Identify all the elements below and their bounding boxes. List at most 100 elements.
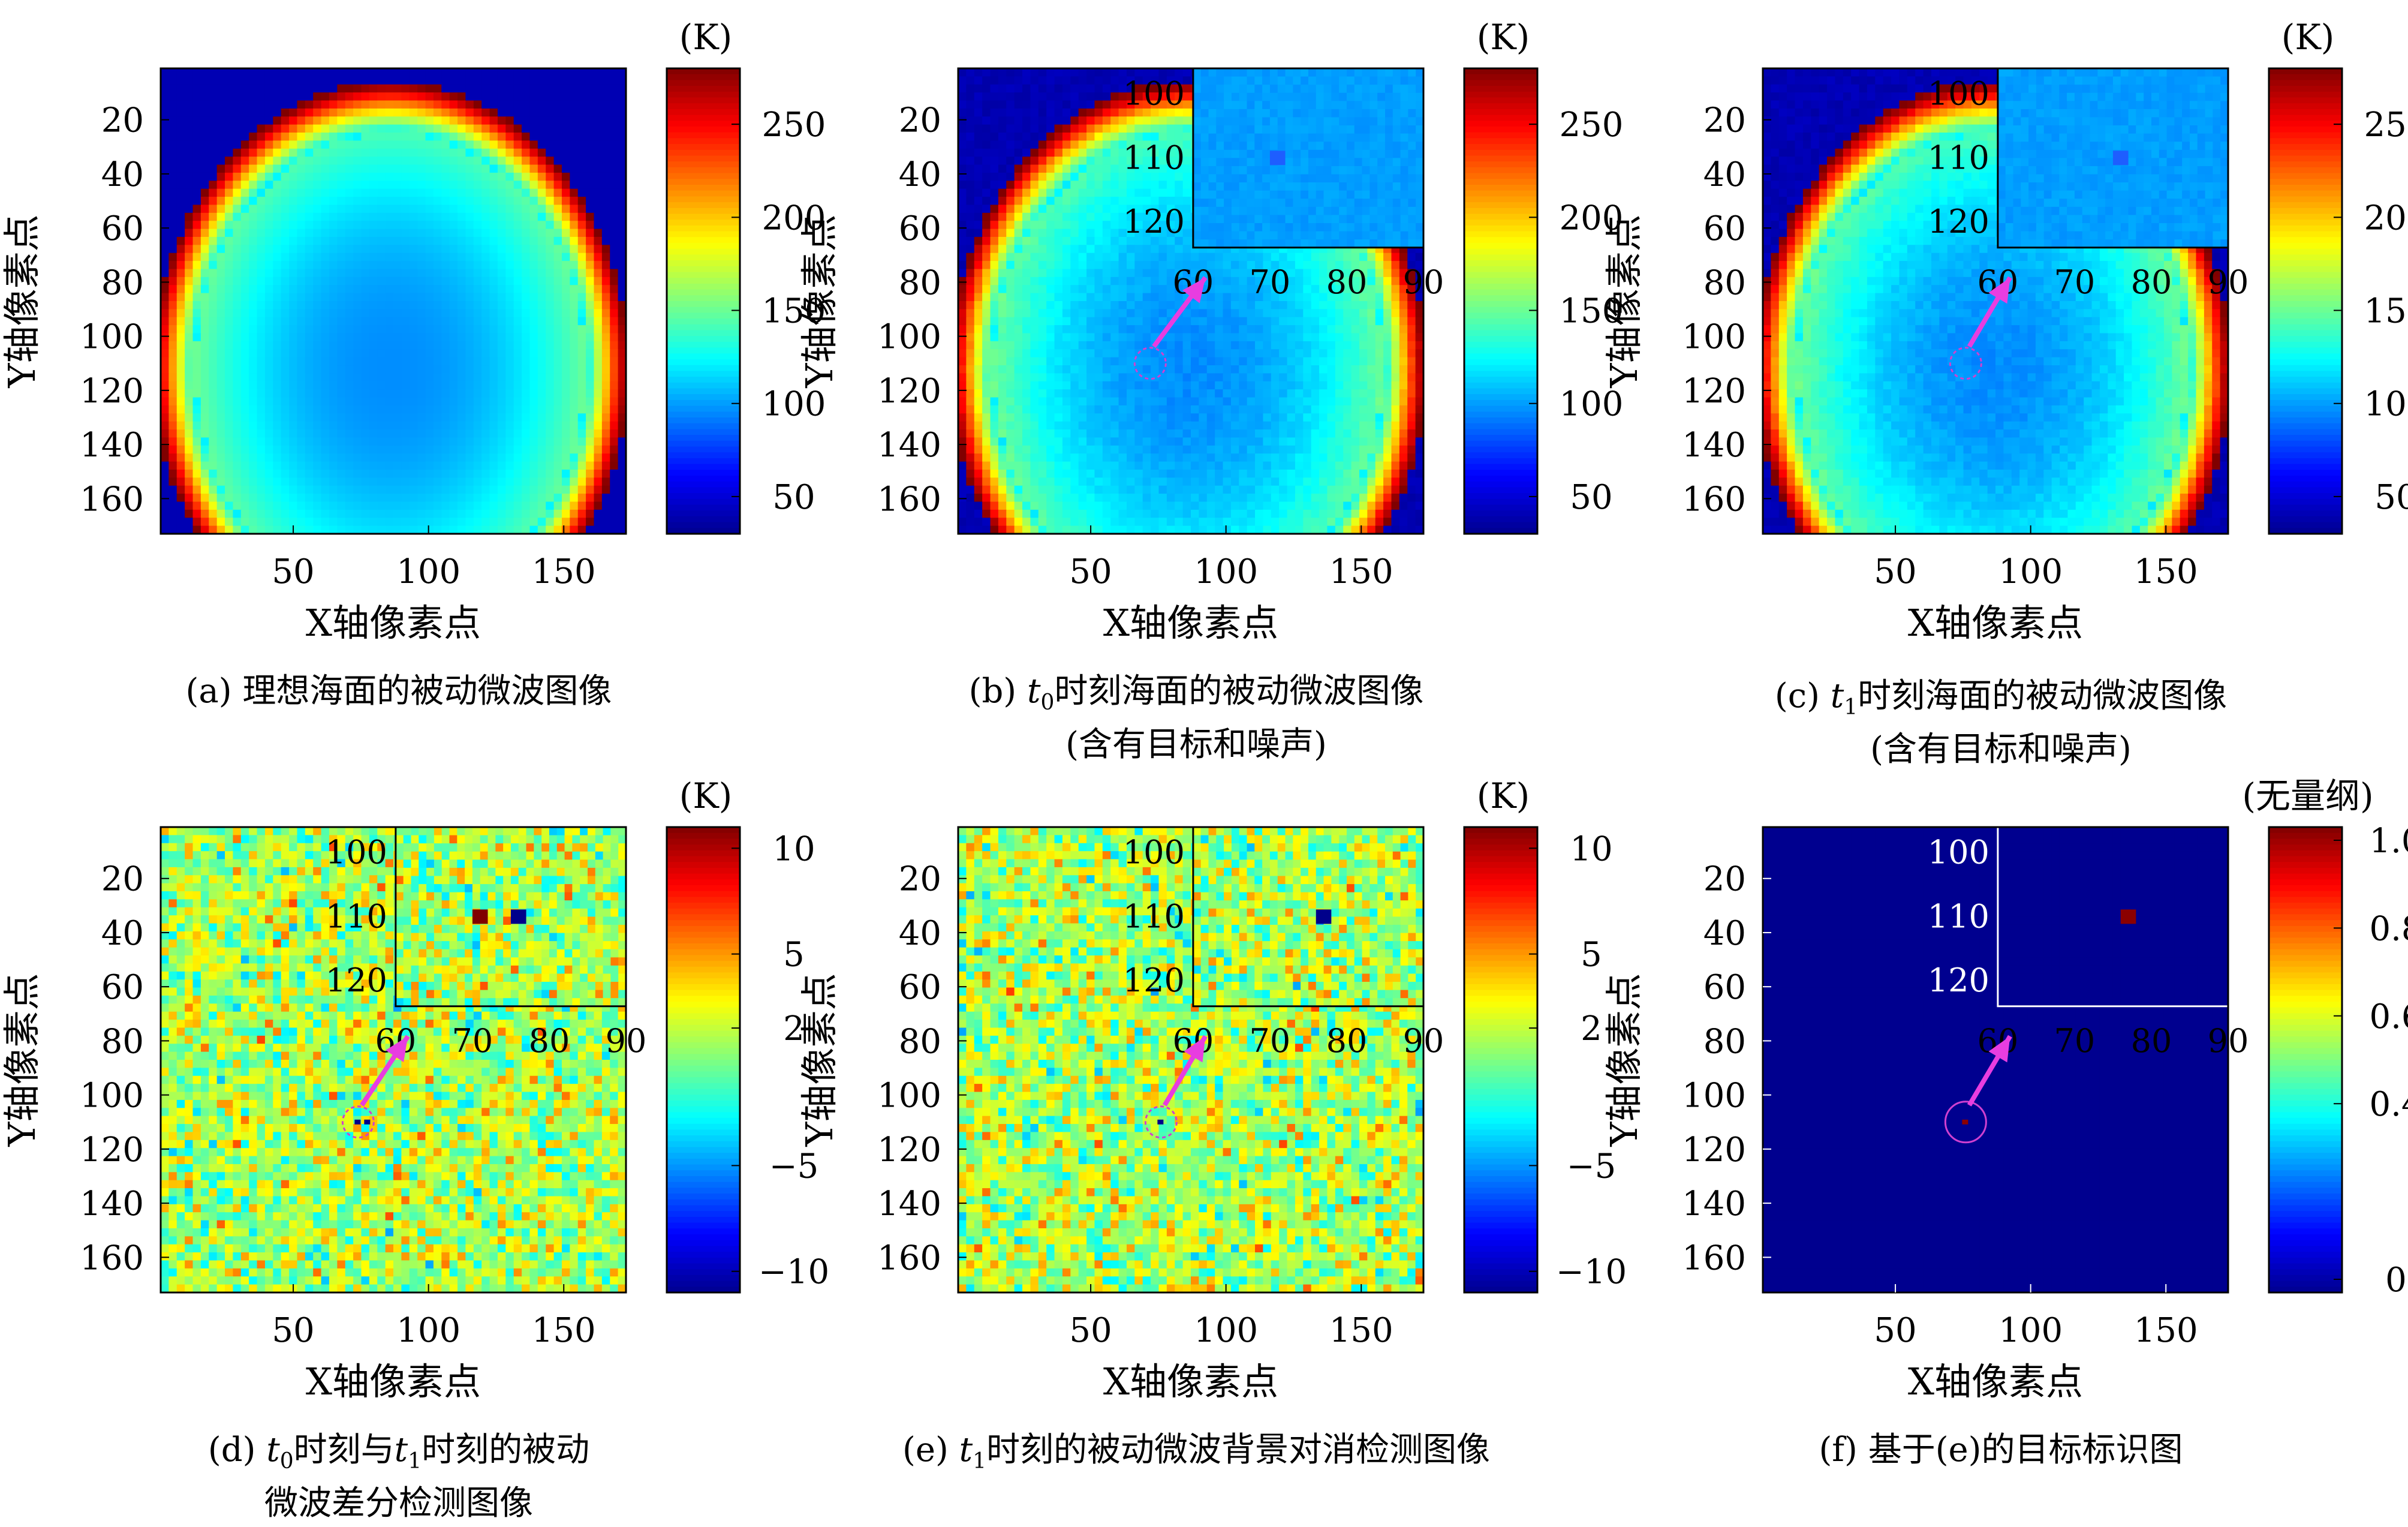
heatmap-cell — [497, 421, 506, 430]
heatmap-cell — [1062, 92, 1071, 101]
heatmap-cell — [1086, 124, 1095, 133]
heatmap-cell — [1215, 253, 1224, 261]
heatmap-cell — [385, 333, 394, 342]
heatmap-cell — [449, 181, 458, 190]
heatmap-cell — [329, 453, 338, 462]
heatmap-cell — [1158, 140, 1167, 149]
heatmap-cell — [1407, 253, 1416, 261]
heatmap-cell — [345, 76, 354, 85]
heatmap-cell — [1134, 100, 1143, 109]
heatmap-cell — [577, 413, 586, 422]
heatmap-cell — [369, 325, 378, 334]
heatmap-cell — [161, 518, 169, 527]
heatmap-cell — [200, 221, 209, 230]
heatmap-cell — [586, 397, 595, 406]
heatmap-cell — [522, 405, 531, 414]
heatmap-cell — [361, 301, 370, 309]
heatmap-cell — [1182, 108, 1191, 117]
heatmap-cell — [425, 269, 434, 278]
colorbar-segment — [667, 144, 740, 151]
heatmap-cell — [489, 84, 498, 93]
heatmap-cell — [273, 413, 282, 422]
heatmap-cell — [522, 477, 531, 486]
heatmap-cell — [481, 349, 490, 358]
heatmap-cell — [457, 357, 466, 366]
heatmap-cell — [393, 76, 402, 85]
heatmap-cell — [974, 84, 983, 93]
heatmap-cell — [321, 245, 330, 254]
heatmap-cell — [361, 461, 370, 470]
heatmap-cell — [465, 494, 474, 503]
heatmap-cell — [337, 453, 346, 462]
heatmap-cell — [192, 229, 201, 238]
heatmap-cell — [337, 341, 346, 350]
heatmap-cell — [281, 236, 290, 245]
heatmap-cell — [361, 212, 370, 221]
heatmap-cell — [1094, 269, 1103, 278]
heatmap-cell — [513, 461, 522, 470]
heatmap-cell — [401, 164, 410, 173]
heatmap-cell — [522, 148, 531, 157]
heatmap-cell — [570, 221, 579, 230]
heatmap-cell — [1014, 164, 1023, 173]
heatmap-cell — [385, 445, 394, 454]
heatmap-cell — [618, 236, 627, 245]
heatmap-cell — [369, 357, 378, 366]
heatmap-cell — [974, 221, 983, 230]
heatmap-cell — [233, 413, 242, 422]
heatmap-cell — [1078, 197, 1087, 206]
heatmap-cell — [1166, 157, 1175, 166]
heatmap-cell — [998, 212, 1007, 221]
heatmap-cell — [329, 357, 338, 366]
heatmap-cell — [409, 365, 418, 374]
heatmap-cell — [176, 437, 185, 446]
heatmap-cell — [1094, 197, 1103, 206]
heatmap-cell — [586, 413, 595, 422]
heatmap-cell — [168, 349, 177, 358]
heatmap-cell — [289, 164, 298, 173]
heatmap-cell — [305, 76, 314, 85]
heatmap-cell — [168, 373, 177, 382]
heatmap-cell — [281, 341, 290, 350]
heatmap-cell — [990, 188, 999, 197]
heatmap-cell — [192, 397, 201, 406]
heatmap-cell — [425, 437, 434, 446]
heatmap-cell — [1102, 197, 1111, 206]
heatmap-cell — [264, 525, 273, 534]
heatmap-cell — [361, 92, 370, 101]
heatmap-cell — [1118, 124, 1127, 133]
heatmap-cell — [409, 485, 418, 494]
heatmap-cell — [497, 501, 506, 510]
heatmap-cell — [297, 84, 306, 93]
heatmap-cell — [161, 413, 169, 422]
heatmap-cell — [433, 84, 442, 93]
heatmap-cell — [1126, 68, 1135, 77]
heatmap-cell — [1006, 92, 1015, 101]
heatmap-cell — [192, 100, 201, 109]
heatmap-cell — [489, 413, 498, 422]
heatmap-cell — [570, 253, 579, 261]
heatmap-cell — [441, 212, 450, 221]
heatmap-cell — [329, 92, 338, 101]
heatmap-cell — [513, 164, 522, 173]
heatmap-cell — [489, 494, 498, 503]
heatmap-cell — [161, 100, 169, 109]
heatmap-cell — [1175, 140, 1184, 149]
heatmap-cell — [289, 445, 298, 454]
heatmap-cell — [337, 221, 346, 230]
heatmap-cell — [176, 509, 185, 518]
heatmap-cell — [168, 245, 177, 254]
heatmap-cell — [176, 357, 185, 366]
heatmap-cell — [233, 341, 242, 350]
heatmap-cell — [161, 269, 169, 278]
heatmap-cell — [337, 212, 346, 221]
heatmap-cell — [401, 293, 410, 302]
heatmap-cell — [249, 494, 258, 503]
heatmap-cell — [369, 453, 378, 462]
heatmap-cell — [1182, 148, 1191, 157]
heatmap-cell — [281, 389, 290, 398]
heatmap-cell — [176, 68, 185, 77]
heatmap-cell — [473, 269, 482, 278]
heatmap-cell — [1118, 164, 1127, 173]
heatmap-cell — [481, 469, 490, 478]
